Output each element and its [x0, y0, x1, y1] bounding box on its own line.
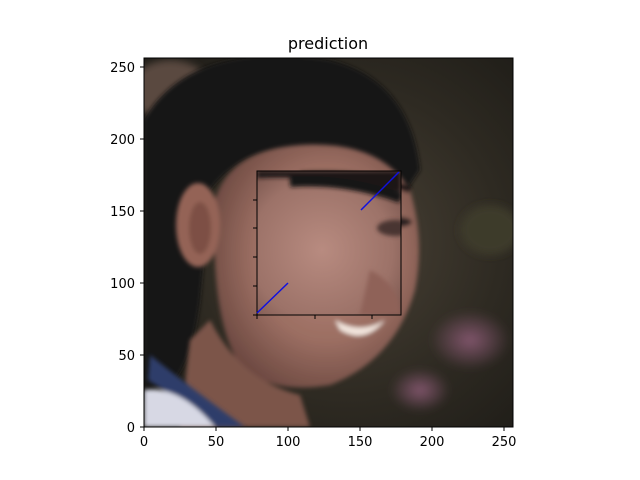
x-tick-label: 0 [140, 435, 148, 450]
inset-connector-line-upper [360, 171, 400, 211]
y-tick-label: 150 [110, 205, 135, 220]
x-axis-ticks [143, 427, 505, 431]
y-tick-label: 200 [110, 133, 135, 148]
y-tick-label: 250 [110, 61, 135, 76]
y-tick-label: 100 [110, 277, 135, 292]
y-axis-ticks [140, 66, 144, 428]
x-tick-label: 50 [208, 435, 225, 450]
y-tick-label: 50 [118, 349, 135, 364]
y-tick-label: 0 [127, 421, 135, 436]
chart-title: prediction [288, 34, 368, 53]
x-tick-label: 150 [348, 435, 373, 450]
main-axes-frame [143, 57, 514, 428]
x-tick-label: 250 [492, 435, 517, 450]
inset-connector-line-lower [256, 282, 289, 314]
inset-frame [256, 170, 402, 316]
x-tick-label: 200 [420, 435, 445, 450]
inset-ticks [253, 199, 373, 319]
x-tick-label: 100 [276, 435, 301, 450]
inset-photo [257, 171, 401, 315]
main-photo [144, 58, 513, 427]
